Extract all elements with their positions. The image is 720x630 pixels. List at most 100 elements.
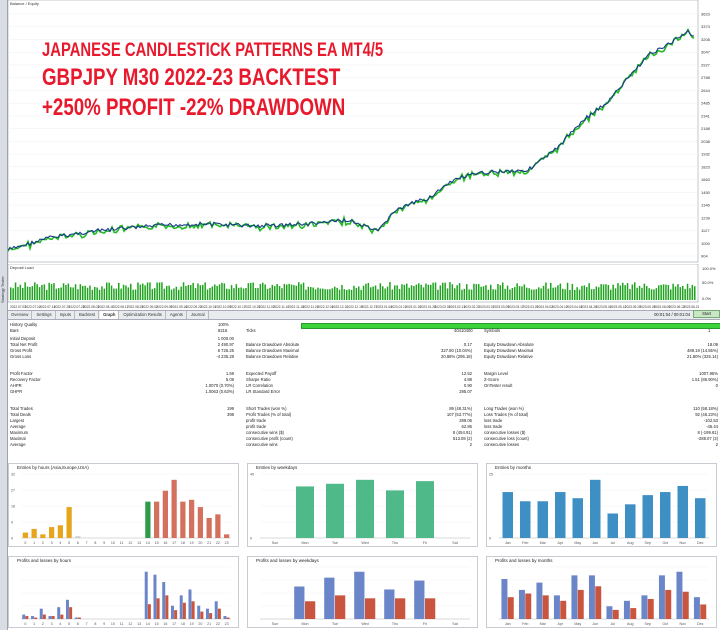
deposit-load-bar [650, 289, 653, 300]
entry-bar [22, 532, 28, 538]
bars-label: Bars [10, 328, 19, 333]
date-axis-tick: 2022.11.10 [273, 305, 289, 309]
deposit-load-bar [118, 282, 120, 300]
entry-bar [145, 501, 151, 538]
entry-bar [224, 534, 230, 538]
panel-x-tick: Mar [540, 541, 547, 545]
deposit-load-bar [173, 288, 175, 300]
entry-bar [607, 513, 618, 538]
entry-bar [75, 536, 81, 538]
deposit-load-bar [667, 285, 670, 300]
entry-bar [520, 501, 531, 538]
entry-bar [502, 492, 513, 538]
overlay-line-2: GBPJPY M30 2022-23 BACKTEST [42, 64, 341, 91]
overlay-line-1: JAPANESE CANDLESTICK PATTERNS EA MT4/5 [42, 40, 384, 61]
deposit-load-bar [350, 289, 353, 300]
panel-x-tick: Mon [302, 541, 309, 545]
deposit-load-bar [665, 284, 667, 300]
balance-axis-tick: 3373 [701, 24, 711, 29]
panel-x-tick: Feb [522, 622, 528, 626]
deposit-load-bar [283, 284, 286, 300]
date-axis-tick: 2022.12.11 [332, 305, 348, 309]
report-value: 21.80% (325.14) [687, 354, 718, 359]
start-button[interactable]: Start [693, 310, 720, 318]
balance-axis-tick: 2644 [701, 88, 711, 93]
tab-journal[interactable]: Journal [188, 311, 209, 319]
deposit-load-bar [170, 289, 173, 300]
deposit-load-bar [86, 287, 89, 300]
deposit-load-bar [420, 284, 422, 300]
deposit-load-bar [216, 285, 218, 300]
pl-bar-profits [153, 574, 157, 619]
pl-bar-profits [588, 575, 595, 619]
panel-x-tick: Fri [423, 541, 427, 545]
panel-x-tick: Thu [392, 622, 398, 626]
deposit-load-bar [65, 285, 67, 300]
deposit-load-bar [427, 284, 430, 300]
pl-bar-losses [682, 591, 689, 619]
report-label: OnTester result [484, 383, 513, 388]
entry-bar [296, 486, 314, 538]
report-label: LR Correlation [246, 383, 273, 388]
panel-x-tick: 0 [24, 541, 26, 545]
panel-x-tick: 20 [198, 622, 202, 626]
deposit-load-bar [391, 289, 394, 300]
report-row: Average consecutive wins 2 consecutive loss… [8, 442, 720, 448]
deposit-load-bar [331, 288, 334, 300]
deposit-load-bar [214, 284, 216, 300]
balance-axis-tick: 1346 [701, 203, 711, 208]
report-row: Maximal consecutive profit (count) 513.08 … [8, 436, 720, 442]
deposit-load-bar [598, 287, 600, 300]
deposit-load-bar [658, 285, 660, 300]
panel-x-tick: Tue [332, 541, 338, 545]
deposit-load-bar [293, 285, 295, 300]
deposit-load-bar [36, 284, 38, 300]
deposit-load-bar [110, 285, 113, 300]
tab-overview[interactable]: Overview [8, 311, 33, 319]
panel-x-tick: Jun [592, 541, 598, 545]
panel-x-tick: Aug [627, 622, 633, 626]
entries-by-hours-title: Entries by hours (Asia,Europe,USA) [17, 465, 89, 470]
deposit-load-bar [12, 288, 14, 300]
tab-agents[interactable]: Agents [167, 311, 187, 319]
balance-axis-tick: 1932 [701, 152, 711, 157]
panel-x-tick: Dec [697, 541, 704, 545]
deposit-load-bar [178, 289, 180, 300]
report-value: 4.88 [463, 377, 472, 382]
deposit-load-bar [204, 282, 206, 300]
deposit-load-chart: Deposit Load 100.0% 50.0% 0.0% 2022.07.0… [8, 264, 716, 309]
tab-graph[interactable]: Graph [100, 311, 120, 319]
deposit-load-bar [127, 287, 130, 300]
report-value: -45.44 [706, 424, 718, 429]
deposit-load-bar [295, 285, 298, 300]
report-value: 1.0070 (0.70%) [205, 383, 234, 388]
tab-optimization-results[interactable]: Optimization Results [120, 311, 166, 319]
date-axis-tick: 2022.07.14 [39, 305, 55, 309]
pl-bar-profits [170, 605, 174, 619]
deposit-load-bar [396, 285, 398, 300]
pl-bar-losses [700, 604, 707, 619]
panel-x-tick: 8 [94, 541, 96, 545]
tab-inputs[interactable]: Inputs [57, 311, 76, 319]
deposit-load-bar [19, 284, 22, 300]
deposit-load-bar [415, 284, 418, 300]
deposit-load-bar [566, 282, 569, 300]
entry-bar [162, 490, 168, 538]
tab-backtest[interactable]: Backtest [76, 311, 100, 319]
report-value: 1.51 (86.90%) [691, 377, 718, 382]
deposit-load-bar [506, 285, 509, 300]
report-label: Z-Score [484, 377, 499, 382]
report-row: Profit Factor 1.59 Expected Payoff 12.52 Mar… [8, 371, 720, 377]
tab-settings[interactable]: Settings [33, 311, 56, 319]
balance-chart[interactable]: 3623 3373 3208 3047 2927 2788 2644 2485 2341 2188… [8, 0, 720, 264]
report-row: Largest profit trade 289.06 loss trade -102.… [8, 418, 720, 424]
deposit-load-bar [492, 289, 494, 300]
deposit-load-bar [526, 287, 528, 300]
panel-x-tick: 1 [33, 622, 35, 626]
deposit-load-bar [14, 282, 17, 300]
deposit-load-bar [312, 287, 314, 300]
deposit-load-bar [22, 287, 24, 300]
deposit-load-bar [79, 284, 82, 300]
pl-bar-profits [223, 616, 227, 619]
deposit-load-bar [48, 282, 50, 300]
